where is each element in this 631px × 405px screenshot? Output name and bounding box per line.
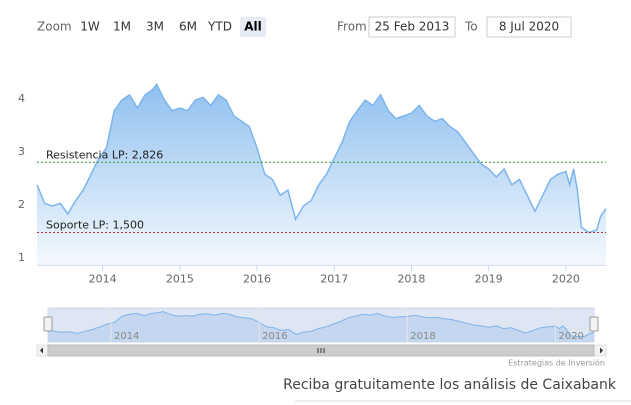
y-tick-label: 1 xyxy=(18,251,25,264)
zoom-label: Zoom xyxy=(37,20,72,34)
to-input-box[interactable] xyxy=(486,16,572,38)
navigator-area xyxy=(48,311,594,342)
credits: Estrategias de Inversión xyxy=(508,358,605,368)
x-tick-label: 2019 xyxy=(475,272,503,285)
navigator-handle[interactable] xyxy=(589,316,599,332)
scrollbar-right-arrow[interactable] xyxy=(600,347,603,354)
from-label: From xyxy=(337,20,367,34)
navigator-label: 2020 xyxy=(558,331,583,342)
from-input[interactable]: 25 Feb 2013 xyxy=(375,20,450,34)
from-input-box[interactable] xyxy=(368,16,456,38)
scrollbar-grip xyxy=(317,348,325,353)
y-tick-label: 3 xyxy=(18,145,25,158)
x-tick-label: 2020 xyxy=(552,272,580,285)
range-button[interactable]: 3M xyxy=(146,20,164,34)
scrollbar-left-arrow[interactable] xyxy=(40,347,43,354)
area-fill xyxy=(37,84,606,265)
navigator-label: 2016 xyxy=(262,331,287,342)
x-tick-label: 2018 xyxy=(397,272,425,285)
range-button[interactable]: 1W xyxy=(80,20,100,34)
range-button[interactable]: 1M xyxy=(113,20,131,34)
footer-text: Reciba gratuitamente los análisis de Cai… xyxy=(283,377,617,393)
range-button[interactable]: All xyxy=(244,20,262,34)
navigator-label: 2014 xyxy=(114,331,139,342)
plot-line-label: Soporte LP: 1,500 xyxy=(46,219,144,232)
range-button[interactable]: 6M xyxy=(179,20,197,34)
series-line xyxy=(36,82,607,234)
plot-line-label: Resistencia LP: 2,826 xyxy=(46,148,163,161)
to-input[interactable]: 8 Jul 2020 xyxy=(499,20,559,34)
x-tick-label: 2015 xyxy=(166,272,194,285)
x-tick-label: 2016 xyxy=(243,272,271,285)
navigator-handle[interactable] xyxy=(43,316,53,332)
to-label: To xyxy=(464,20,478,34)
range-button-selected[interactable] xyxy=(240,17,266,37)
range-button[interactable]: YTD xyxy=(207,20,232,34)
navigator-label: 2018 xyxy=(410,331,435,342)
x-tick-label: 2017 xyxy=(320,272,348,285)
y-tick-label: 4 xyxy=(18,92,25,105)
navigator-line xyxy=(47,311,595,338)
y-tick-label: 2 xyxy=(18,198,25,211)
x-tick-label: 2014 xyxy=(89,272,117,285)
